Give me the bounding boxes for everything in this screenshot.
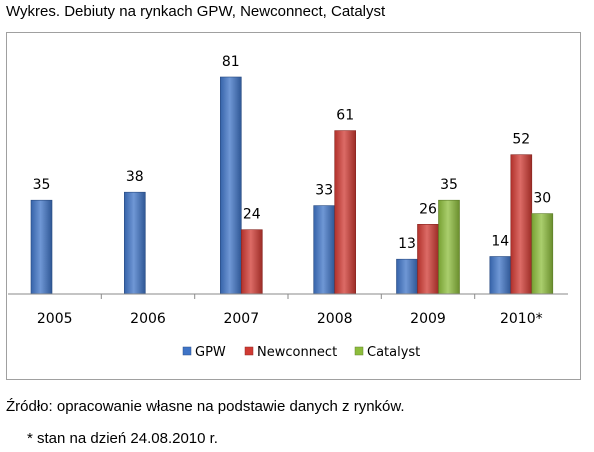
value-label-catalyst-2010*: 30 <box>533 191 551 207</box>
value-label-gpw-2007: 81 <box>222 54 240 70</box>
value-label-newconnect-2010*: 52 <box>512 132 530 148</box>
value-label-catalyst-2009: 35 <box>440 177 458 193</box>
footnote: * stan na dzień 24.08.2010 r. <box>27 430 218 447</box>
legend-label-gpw: GPW <box>195 345 226 360</box>
chart-caption: Wykres. Debiuty na rynkach GPW, Newconne… <box>6 3 386 20</box>
legend-label-catalyst: Catalyst <box>367 345 420 360</box>
bar-newconnect-2009 <box>417 224 439 295</box>
bar-chart: 3520053820068124200733612008132635200914… <box>8 54 568 360</box>
labels-layer: 3520053820068124200733612008132635200914… <box>33 54 552 327</box>
x-tick-label-2006: 2006 <box>130 311 166 327</box>
value-label-newconnect-2009: 26 <box>419 201 437 217</box>
legend: GPW Newconnect Catalyst <box>182 345 420 360</box>
bar-gpw-2006 <box>124 191 146 295</box>
x-tick-label-2008: 2008 <box>317 311 353 327</box>
x-tick-label-2007: 2007 <box>223 311 259 327</box>
value-label-newconnect-2008: 61 <box>336 108 354 124</box>
bar-catalyst-2010* <box>531 213 554 295</box>
value-label-gpw-2009: 13 <box>398 236 416 252</box>
bar-newconnect-2007 <box>241 229 263 295</box>
legend-swatch-newconnect <box>244 346 254 356</box>
chart-frame: 35 2005 38 2006 81 24 2007 33 61 2008 13 26 35 2009 14… <box>6 32 581 380</box>
axis-layer <box>8 293 568 299</box>
bar-newconnect-2010* <box>510 154 533 295</box>
value-label-gpw-2008: 33 <box>315 183 333 199</box>
value-label-gpw-2006: 38 <box>126 169 144 185</box>
bar-gpw-2010* <box>489 256 512 295</box>
legend-swatch-catalyst <box>354 346 364 356</box>
x-tick-label-2010*: 2010* <box>500 311 543 327</box>
value-label-gpw-2005: 35 <box>33 177 51 193</box>
value-label-gpw-2010*: 14 <box>491 234 509 250</box>
source-note: Źródło: opracowanie własne na podstawie … <box>6 398 405 415</box>
bar-newconnect-2008 <box>334 130 357 295</box>
value-label-newconnect-2007: 24 <box>243 207 261 223</box>
legend-label-newconnect: Newconnect <box>257 345 337 360</box>
bars-layer <box>30 76 554 295</box>
legend-swatch-gpw <box>182 346 192 356</box>
bar-gpw-2007 <box>220 76 242 295</box>
bar-catalyst-2009 <box>438 199 460 295</box>
x-tick-label-2009: 2009 <box>410 311 446 327</box>
x-tick-label-2005: 2005 <box>37 311 73 327</box>
bar-gpw-2009 <box>396 258 418 295</box>
bar-gpw-2008 <box>313 205 336 295</box>
bar-gpw-2005 <box>30 199 53 295</box>
